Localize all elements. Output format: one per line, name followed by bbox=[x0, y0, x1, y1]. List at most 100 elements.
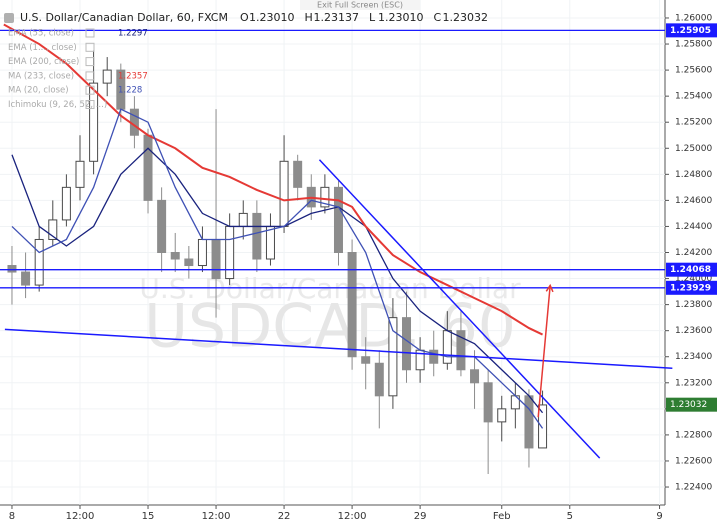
ohlc-value: 1.23137 bbox=[314, 11, 360, 24]
candle-body bbox=[429, 349, 439, 364]
y-tick-label: 1.25400 bbox=[675, 92, 712, 102]
price-axis-area bbox=[665, 0, 717, 525]
x-tick-label: 8 bbox=[9, 511, 15, 522]
candle-body bbox=[483, 382, 493, 423]
candle-body bbox=[293, 160, 303, 188]
candle-body bbox=[402, 317, 412, 371]
candle-body bbox=[347, 252, 357, 358]
indicator-line bbox=[3, 23, 543, 336]
legend-name: Ichimoku (9, 26, 52, ...) bbox=[8, 100, 107, 110]
x-tick-label: Feb bbox=[493, 511, 511, 522]
candle-body bbox=[361, 356, 371, 364]
y-tick-label: 1.22800 bbox=[675, 430, 712, 440]
arrow bbox=[537, 285, 551, 418]
y-tick-label: 1.24800 bbox=[675, 170, 712, 180]
price-label-box bbox=[666, 280, 717, 295]
y-tick-label: 1.24200 bbox=[675, 248, 712, 258]
candle-body bbox=[61, 186, 71, 221]
x-tick-label: 12:00 bbox=[66, 511, 95, 522]
ohlc-prefix: L bbox=[369, 11, 376, 24]
x-tick-label: 12:00 bbox=[202, 511, 231, 522]
candle-body bbox=[184, 258, 194, 267]
legend-icon bbox=[85, 57, 95, 67]
candle-body bbox=[170, 252, 180, 260]
candle-body bbox=[374, 362, 384, 397]
arrow-head bbox=[545, 283, 554, 293]
legend-icon bbox=[85, 71, 95, 81]
x-tick-label: 22 bbox=[278, 511, 291, 522]
symbol-icon[interactable] bbox=[4, 13, 14, 23]
candle-body bbox=[7, 265, 17, 273]
y-tick-label: 1.24400 bbox=[675, 222, 712, 232]
candle-body bbox=[129, 108, 139, 136]
x-tick-label: 29 bbox=[414, 511, 427, 522]
y-tick-label: 1.23400 bbox=[675, 352, 712, 362]
x-tick-label: 5 bbox=[567, 511, 573, 522]
ohlc-value: 1.23032 bbox=[443, 11, 489, 24]
exit-button[interactable] bbox=[300, 0, 420, 10]
candle-body bbox=[279, 160, 289, 227]
y-tick-label: 1.23800 bbox=[675, 300, 712, 310]
price-label: 1.23929 bbox=[670, 283, 711, 293]
y-tick-label: 1.22400 bbox=[675, 483, 712, 493]
candle-body bbox=[252, 212, 262, 260]
candle-body bbox=[143, 134, 153, 201]
y-tick-label: 1.24000 bbox=[675, 274, 712, 284]
x-tick-label: 15 bbox=[142, 511, 155, 522]
last-price-box bbox=[666, 397, 717, 412]
legend-name: EMA (200, close) bbox=[8, 57, 79, 67]
candle-body bbox=[89, 82, 99, 162]
candle-body bbox=[225, 225, 235, 280]
legend-name: EMA (55, close) bbox=[8, 29, 74, 39]
candle-body bbox=[34, 238, 44, 286]
legend-icon bbox=[85, 28, 95, 38]
candle-body bbox=[211, 238, 221, 280]
candle-body bbox=[524, 395, 534, 449]
legend-value: 1.2297 bbox=[118, 29, 148, 39]
legend-name: EMA (1..., close) bbox=[8, 43, 77, 53]
marks bbox=[3, 23, 548, 474]
y-tick-label: 1.25200 bbox=[675, 118, 712, 128]
price-label: 1.25905 bbox=[670, 26, 711, 36]
legend-value: 1.2357 bbox=[118, 71, 148, 81]
legend-value: 1.228 bbox=[118, 86, 142, 96]
candle-body bbox=[21, 271, 31, 286]
candle-body bbox=[333, 186, 343, 253]
y-tick-label: 1.23600 bbox=[675, 326, 712, 336]
candle-body bbox=[320, 186, 330, 208]
candle-body bbox=[497, 408, 507, 423]
candle-body bbox=[442, 330, 452, 364]
legend-icon bbox=[85, 85, 95, 95]
price-label-box bbox=[666, 23, 717, 38]
last-price-label: 1.23032 bbox=[670, 400, 707, 410]
candle-body bbox=[197, 238, 207, 267]
y-tick-label: 1.25600 bbox=[675, 66, 712, 76]
y-tick-label: 1.25000 bbox=[675, 144, 712, 154]
legend-name: MA (20, close) bbox=[8, 86, 69, 96]
ohlc-prefix: O bbox=[240, 11, 249, 24]
candle-body bbox=[388, 317, 398, 397]
legend-name: MA (233, close) bbox=[8, 71, 74, 81]
trendline bbox=[4, 328, 673, 369]
candle-body bbox=[538, 404, 548, 449]
overlay: 1.25905 1.24068 1.23929 1.23032 bbox=[0, 23, 717, 459]
exit-text[interactable]: Exit Full Screen (ESC) bbox=[317, 1, 403, 10]
ohlc-prefix: C bbox=[434, 11, 442, 24]
y-tick-label: 1.25800 bbox=[675, 40, 712, 50]
trendline bbox=[318, 159, 601, 459]
candle-body bbox=[75, 160, 85, 188]
legend-icon bbox=[85, 42, 95, 52]
price-label: 1.24068 bbox=[670, 265, 711, 275]
chart-title: U.S. Dollar/Canadian Dollar, 60, FXCM bbox=[20, 11, 228, 24]
watermark-sub: U.S. Dollar/Canadian Dollar bbox=[139, 272, 521, 305]
x-tick-label: 9 bbox=[656, 511, 662, 522]
price-label-box bbox=[666, 262, 717, 277]
candle-body bbox=[238, 212, 248, 227]
candle-body bbox=[470, 369, 480, 384]
ohlc-prefix: H bbox=[305, 11, 313, 24]
ohlc-value: 1.23010 bbox=[378, 11, 424, 24]
candle-body bbox=[48, 219, 58, 240]
y-tick-label: 1.22600 bbox=[675, 456, 712, 466]
